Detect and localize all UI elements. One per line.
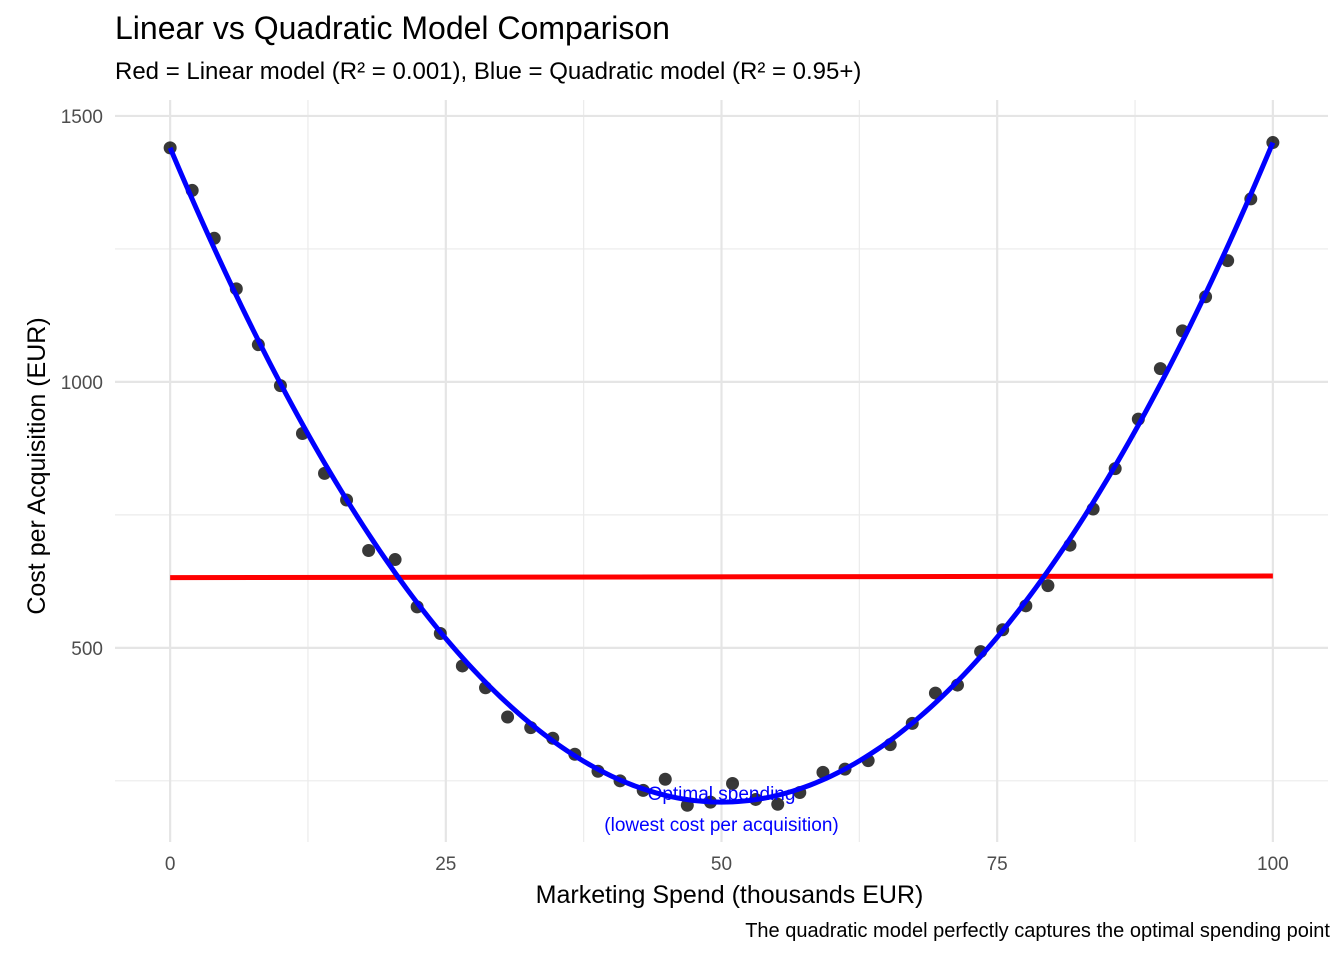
data-point [771,797,785,811]
linear-model-line [170,573,1273,581]
y-tick-label: 500 [71,639,103,660]
x-tick-label: 50 [711,854,732,875]
y-axis-ticks: 500 1000 1500 [61,107,103,660]
x-tick-label: 25 [435,854,456,875]
data-point [1041,579,1055,593]
y-axis-label: Cost per Acquisition (EUR) [23,317,51,614]
data-point [362,544,376,558]
x-axis-ticks: 0 25 50 75 100 [165,854,1289,875]
data-point [388,553,402,567]
y-tick-label: 1000 [61,373,103,394]
x-tick-label: 100 [1257,854,1289,875]
data-point [928,686,942,700]
data-point [501,710,515,724]
chart-subtitle: Red = Linear model (R² = 0.001), Blue = … [115,58,862,85]
annotation-line-1: Optimal spending [648,784,796,805]
data-point [726,776,740,790]
y-tick-label: 1500 [61,107,103,128]
data-point [658,772,672,786]
x-axis-label: Marketing Spend (thousands EUR) [536,881,924,909]
data-point [1153,362,1167,376]
x-tick-label: 0 [165,854,176,875]
chart-title: Linear vs Quadratic Model Comparison [115,10,670,46]
grid-major [115,100,1328,842]
quadratic-model-curve [167,141,1276,805]
chart-caption: The quadratic model perfectly captures t… [745,920,1330,942]
x-tick-label: 75 [987,854,1008,875]
annotation-line-2: (lowest cost per acquisition) [604,815,838,836]
